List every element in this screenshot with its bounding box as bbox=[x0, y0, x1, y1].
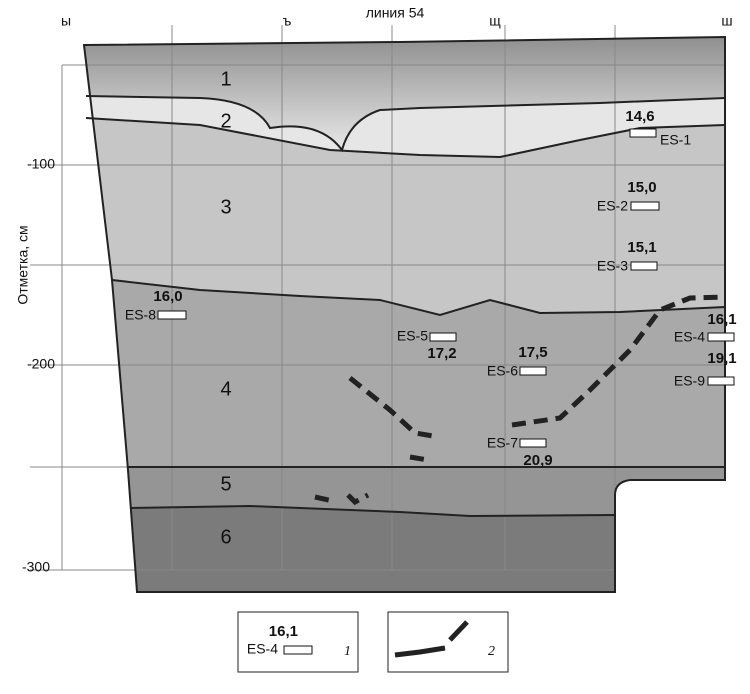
tick-label: -300 bbox=[22, 559, 50, 575]
sample-value: 20,9 bbox=[523, 452, 552, 469]
sample-value: 15,1 bbox=[627, 239, 656, 256]
sample-box bbox=[429, 332, 457, 342]
column-label: ы bbox=[61, 13, 71, 29]
legend-caption: 2 bbox=[488, 644, 495, 659]
legend-caption: 1 bbox=[344, 644, 351, 659]
samples: ES-1 14,6 ES-2 15,0 ES-3 15,1 ES-8 16,0 … bbox=[125, 108, 737, 469]
column-label: ъ bbox=[283, 13, 292, 29]
tick-label: -100 bbox=[27, 156, 55, 172]
sample-id: ES-6 bbox=[487, 363, 518, 379]
boundary-3 bbox=[111, 279, 726, 317]
layer-label: 3 bbox=[220, 196, 231, 218]
dashed-line bbox=[348, 376, 434, 439]
layer-label: 2 bbox=[220, 110, 231, 132]
axis-label: Отметка, см bbox=[15, 225, 31, 304]
sample-id: ES-7 bbox=[487, 435, 518, 451]
layer-label: 5 bbox=[220, 473, 231, 495]
sample-value: 14,6 bbox=[625, 108, 654, 125]
column-label: щ bbox=[489, 13, 501, 29]
sample-id: ES-3 bbox=[597, 258, 628, 274]
sample-box bbox=[629, 128, 657, 138]
column-label: ш bbox=[721, 13, 732, 29]
sample-id: ES-2 bbox=[597, 198, 628, 214]
legend-swatch bbox=[394, 620, 469, 658]
boundary-1 bbox=[85, 95, 726, 153]
sample-box bbox=[630, 201, 660, 211]
sample-box bbox=[157, 310, 187, 320]
layer-6-fill bbox=[84, 506, 620, 592]
dashed-line bbox=[409, 454, 429, 463]
legend-value: 16,1 bbox=[269, 623, 298, 640]
legend-box bbox=[387, 611, 509, 673]
boundaries bbox=[82, 35, 726, 593]
sample-box bbox=[519, 366, 547, 376]
sample-id: ES-9 bbox=[674, 373, 705, 389]
sample-id: ES-1 bbox=[660, 132, 691, 148]
layer-1-fill bbox=[84, 37, 725, 150]
sample-box bbox=[630, 261, 658, 271]
title: линия 54 bbox=[366, 5, 425, 21]
tick-label: -200 bbox=[27, 356, 55, 372]
sample-box bbox=[519, 438, 547, 448]
sample-id: ES-4 bbox=[674, 329, 705, 345]
boundary-5 bbox=[129, 504, 616, 518]
sample-value: 17,5 bbox=[518, 344, 547, 361]
sample-value: 16,0 bbox=[153, 288, 182, 305]
layer-label: 4 bbox=[220, 378, 231, 400]
outline bbox=[82, 35, 726, 593]
sample-box bbox=[707, 376, 735, 386]
sample-value: 17,2 bbox=[427, 345, 456, 362]
sample-box bbox=[707, 332, 735, 342]
legend-swatch bbox=[283, 645, 313, 655]
sample-id: ES-5 bbox=[397, 328, 428, 344]
layer-label: 6 bbox=[220, 526, 231, 548]
sample-id: ES-8 bbox=[125, 307, 156, 323]
layers bbox=[84, 37, 725, 592]
sample-value: 15,0 bbox=[627, 179, 656, 196]
legend: 16,1 ES-4 1 2 bbox=[237, 611, 509, 673]
legend-box bbox=[237, 611, 359, 673]
dashed-line bbox=[314, 492, 370, 506]
legend-id: ES-4 bbox=[247, 641, 278, 657]
layer-label: 1 bbox=[220, 68, 231, 90]
sample-value: 19,1 bbox=[707, 350, 736, 367]
sample-value: 16,1 bbox=[707, 311, 736, 328]
dashed-line bbox=[511, 294, 726, 428]
grid bbox=[30, 25, 725, 571]
